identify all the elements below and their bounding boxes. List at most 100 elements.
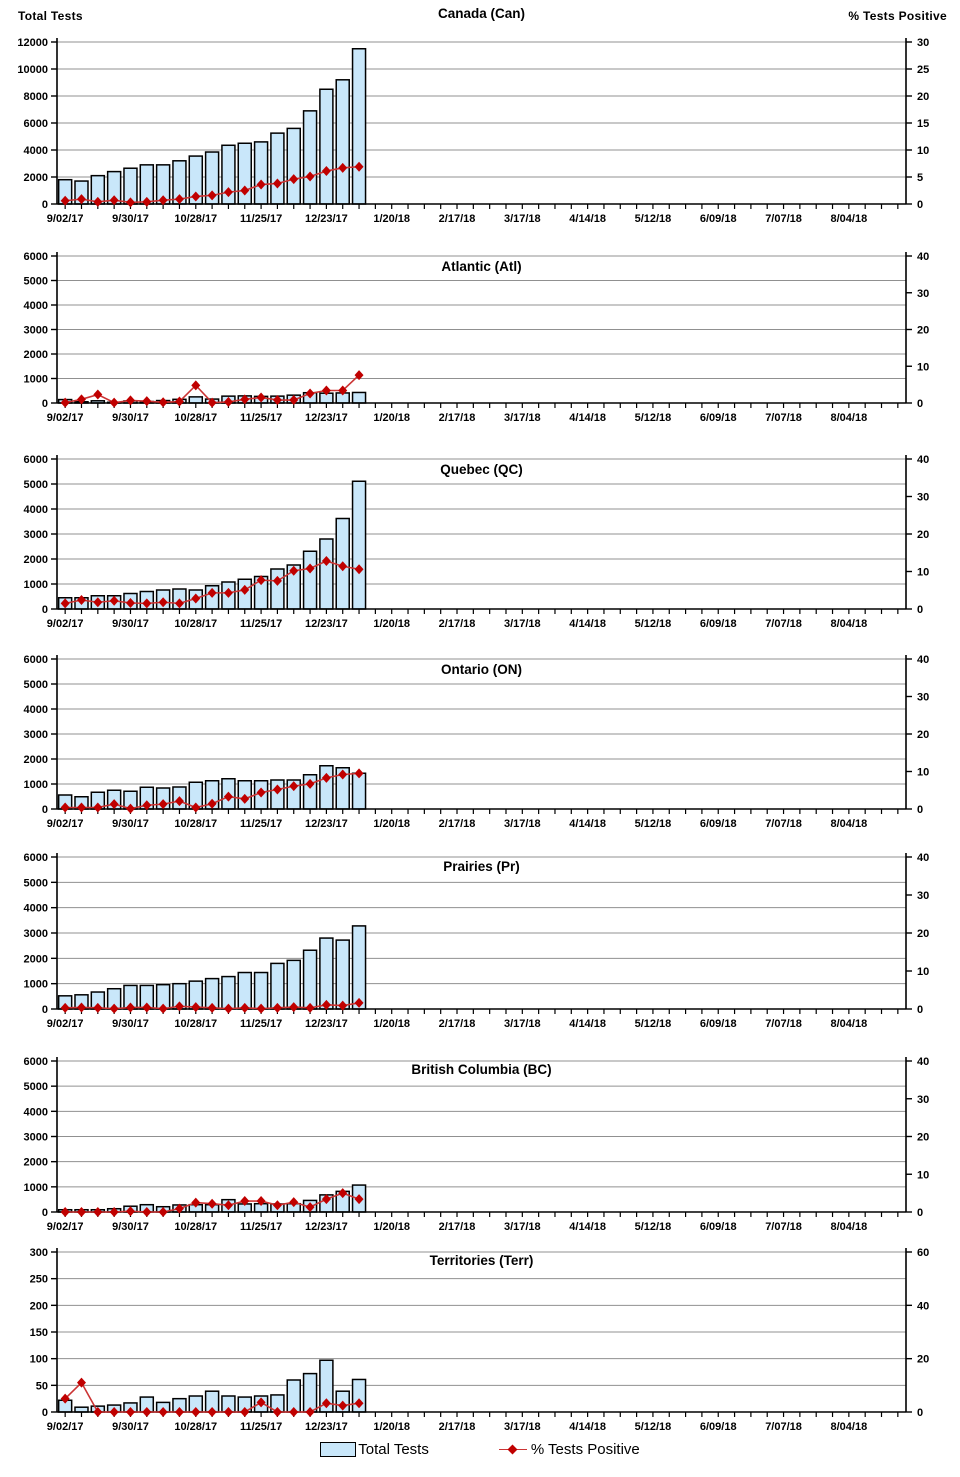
axis-tick-label: 20 (917, 928, 929, 940)
axis-tick-label: 25 (917, 64, 929, 76)
pct-positive-marker (125, 803, 135, 814)
total-tests-bar (302, 110, 318, 205)
total-tests-bar (351, 480, 367, 610)
axis-tick-label: 1000 (24, 1182, 48, 1194)
pct-positive-marker (93, 1002, 103, 1013)
pct-positive-marker (125, 197, 135, 208)
axis-tick-label: 3/17/18 (504, 412, 541, 424)
axis-tick-label: 250 (30, 1274, 48, 1286)
axis-tick-label: 7/07/18 (765, 1221, 802, 1233)
axis-tick-label: 4000 (24, 300, 48, 312)
pct-positive-marker (142, 1207, 152, 1217)
axis-tick-label: 3/17/18 (504, 1018, 541, 1030)
axis-tick-label: 300 (30, 1247, 48, 1259)
axis-tick-label: 9/02/17 (47, 1221, 84, 1233)
axis-tick-label: 1000 (24, 579, 48, 591)
pct-positive-marker (191, 1407, 201, 1417)
chart-territories-terr: 0 50 100 150 200 250 300 0 20 40 60 9/02/17 9/30/17 1… (30, 1247, 930, 1433)
pct-positive-marker (256, 1196, 266, 1207)
axis-tick-label: 30 (917, 692, 929, 704)
axis-tick-label: 10 (917, 361, 929, 373)
pct-positive-marker (223, 1407, 233, 1417)
pct-positive-marker (142, 396, 152, 407)
pct-positive-marker (223, 1003, 233, 1014)
chart-british-columbia-bc: 0 1000 2000 3000 4000 5000 6000 0 10 20 30 40 9/02/1… (24, 1056, 930, 1233)
pct-positive-marker (207, 1198, 217, 1209)
total-tests-swatch-icon (320, 1442, 357, 1457)
pct-positive-marker (240, 394, 250, 405)
axis-tick-label: 15 (917, 118, 929, 130)
axis-tick-label: 5/12/18 (635, 213, 672, 225)
total-tests-bar (351, 391, 367, 404)
axis-tick-label: 10 (917, 1169, 929, 1181)
axis-tick-label: 5000 (24, 679, 48, 691)
axis-tick-label: 40 (917, 1300, 929, 1312)
axis-tick-label: 2/17/18 (439, 818, 476, 830)
axis-tick-label: 3/17/18 (504, 618, 541, 630)
total-tests-bar (286, 959, 301, 1010)
pct-positive-marker (191, 380, 201, 391)
axis-tick-label: 3/17/18 (504, 818, 541, 830)
pct-positive-marker (109, 397, 119, 408)
axis-tick-label: 11/25/17 (240, 1018, 282, 1030)
axis-tick-label: 20 (917, 91, 929, 103)
axis-tick-label: 7/07/18 (765, 618, 802, 630)
axis-tick-label: 5/12/18 (635, 1018, 672, 1030)
pct-positive-marker (289, 1002, 299, 1013)
chart-title-quebec: Quebec (QC) (440, 462, 523, 477)
pct-positive-marker (207, 190, 217, 201)
axis-tick-label: 30 (917, 492, 929, 504)
axis-tick-label: 1000 (24, 779, 48, 791)
pct-positive-marker (125, 1206, 135, 1217)
axis-tick-label: 3000 (24, 928, 48, 940)
pct-positive-marker (223, 1200, 233, 1211)
axis-tick-label: 9/30/17 (112, 818, 149, 830)
chart-title-british-columbia: British Columbia (BC) (411, 1062, 552, 1077)
pct-positive-marker (174, 598, 184, 609)
axis-tick-label: 4000 (24, 903, 48, 915)
axis-tick-label: 10/28/17 (174, 1421, 217, 1433)
pct-positive-marker (338, 1188, 348, 1199)
axis-tick-label: 9/02/17 (47, 213, 84, 225)
pct-positive-marker (305, 778, 315, 789)
axis-tick-label: 3/17/18 (504, 213, 541, 225)
total-tests-bar (319, 538, 334, 610)
total-tests-bar (319, 88, 334, 205)
axis-tick-label: 11/25/17 (240, 1421, 282, 1433)
pct-positive-marker (60, 802, 70, 813)
pct-positive-marker (305, 171, 315, 182)
axis-tick-label: 4000 (24, 704, 48, 716)
charts-svg: 0200040006000800010000120000510152025309… (17, 37, 930, 1433)
pct-positive-marker (256, 1003, 266, 1014)
axis-tick-label: 4000 (24, 504, 48, 516)
axis-tick-label: 9/30/17 (112, 1421, 149, 1433)
axis-tick-label: 8/04/18 (831, 213, 868, 225)
total-tests-bar (351, 772, 367, 810)
axis-tick-label: 6/09/18 (700, 1221, 737, 1233)
total-tests-bar (319, 765, 334, 810)
axis-tick-label: 4/14/18 (569, 1421, 606, 1433)
axis-tick-label: 10/28/17 (174, 1018, 217, 1030)
pct-positive-marker (256, 787, 266, 798)
pct-positive-marker (174, 1407, 184, 1417)
axis-tick-label: 10/28/17 (174, 213, 217, 225)
pct-positive-marker (289, 395, 299, 406)
pct-positive-marker (207, 587, 217, 598)
axis-tick-label: 9/30/17 (112, 1018, 149, 1030)
axis-tick-label: 9/02/17 (47, 1421, 84, 1433)
axis-tick-label: 0 (42, 398, 48, 410)
axis-tick-label: 11/25/17 (240, 618, 282, 630)
pct-positive-marker (338, 385, 348, 396)
axis-tick-label: 30 (917, 890, 929, 902)
axis-tick-label: 1000 (24, 374, 48, 386)
legend-pct-positive-label: % Tests Positive (530, 1441, 640, 1458)
pct-positive-marker (174, 1203, 184, 1214)
pct-positive-marker (93, 389, 103, 400)
pct-positive-marker (289, 781, 299, 792)
pct-positive-marker (125, 395, 135, 406)
axis-tick-label: 4000 (24, 1106, 48, 1118)
total-tests-bar (302, 1372, 318, 1413)
pct-positive-marker (207, 798, 217, 809)
axis-tick-label: 20 (917, 1354, 929, 1366)
